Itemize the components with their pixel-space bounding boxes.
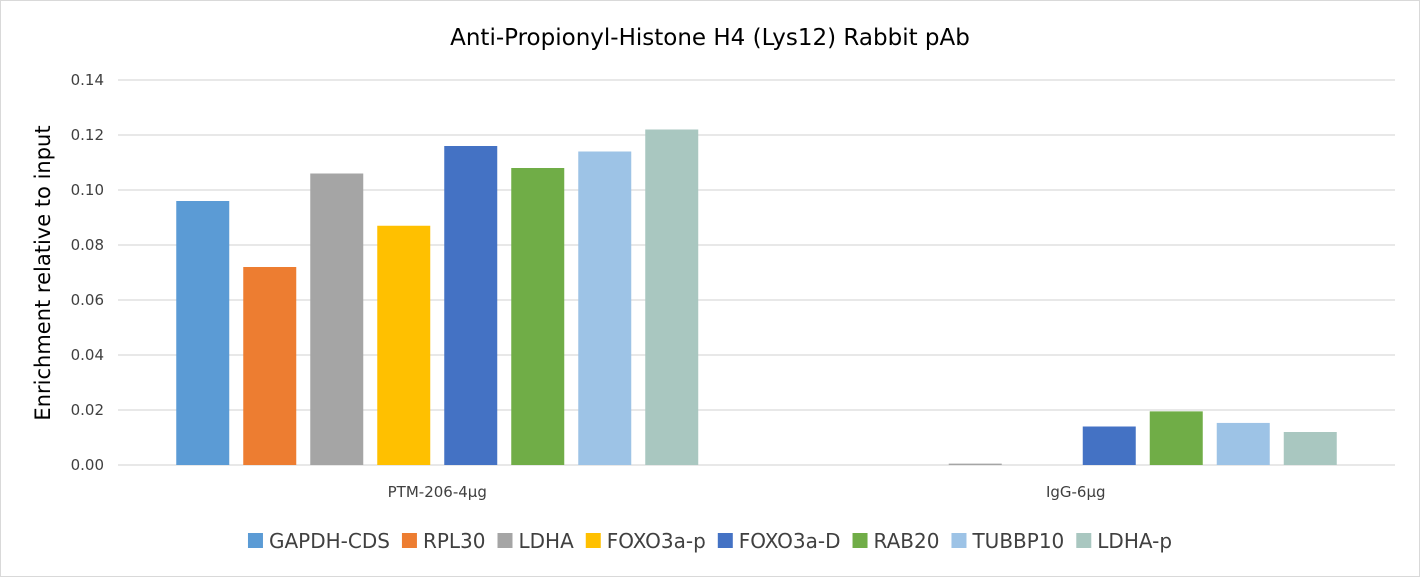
bar-rpl30-0 [243, 267, 297, 465]
legend-item: RPL30 [401, 529, 486, 553]
x-category-label: PTM-206-4μg [388, 483, 487, 501]
y-tick-label: 0.12 [71, 126, 104, 144]
legend-label: RAB20 [874, 529, 940, 553]
legend-item: GAPDH-CDS [247, 529, 390, 553]
y-axis-label: Enrichment relative to input [31, 125, 55, 420]
legend-label: LDHA-p [1097, 529, 1172, 553]
legend-item: TUBBP10 [951, 529, 1064, 553]
bar-ldha-1 [948, 463, 1002, 465]
bar-foxo3a-p-0 [377, 225, 431, 465]
y-tick-label: 0.00 [71, 456, 104, 474]
legend-swatch [951, 533, 967, 548]
chart-title: Anti-Propionyl-Histone H4 (Lys12) Rabbit… [450, 25, 970, 51]
bar-gapdh-cds-0 [176, 201, 230, 465]
bar-rab20-0 [511, 168, 565, 465]
bar-foxo3a-d-0 [444, 146, 498, 465]
bar-tubbp10-1 [1216, 422, 1270, 465]
y-tick-label: 0.14 [71, 71, 104, 89]
legend-swatch [717, 533, 733, 548]
legend-item: RAB20 [852, 529, 940, 553]
y-tick-label: 0.04 [71, 346, 104, 364]
y-tick-label: 0.08 [71, 236, 104, 254]
legend-label: FOXO3a-p [607, 529, 706, 553]
x-category-label: IgG-6μg [1046, 483, 1106, 501]
bar-tubbp10-0 [578, 151, 632, 465]
legend-swatch [852, 533, 868, 548]
legend-swatch [401, 533, 417, 548]
legend-swatch [497, 533, 513, 548]
legend-item: FOXO3a-p [585, 529, 706, 553]
bar-ldha-0 [310, 173, 364, 465]
legend-label: TUBBP10 [971, 529, 1064, 553]
legend-swatch [585, 533, 601, 548]
legend-label: FOXO3a-D [739, 529, 841, 553]
legend-label: LDHA [519, 529, 575, 553]
y-tick-label: 0.10 [71, 181, 104, 199]
bar-foxo3a-d-1 [1082, 426, 1136, 465]
bar-rab20-1 [1149, 411, 1203, 465]
legend-item: LDHA [497, 529, 575, 553]
legend-swatch [247, 533, 263, 548]
bar-ldha-p-1 [1283, 432, 1337, 465]
legend-item: LDHA-p [1076, 529, 1172, 553]
legend-label: GAPDH-CDS [269, 529, 390, 553]
legend-item: FOXO3a-D [717, 529, 841, 553]
legend-label: RPL30 [423, 529, 486, 553]
legend-swatch [1076, 533, 1092, 548]
bar-ldha-p-0 [645, 129, 699, 465]
y-tick-label: 0.06 [71, 291, 104, 309]
y-tick-label: 0.02 [71, 401, 104, 419]
